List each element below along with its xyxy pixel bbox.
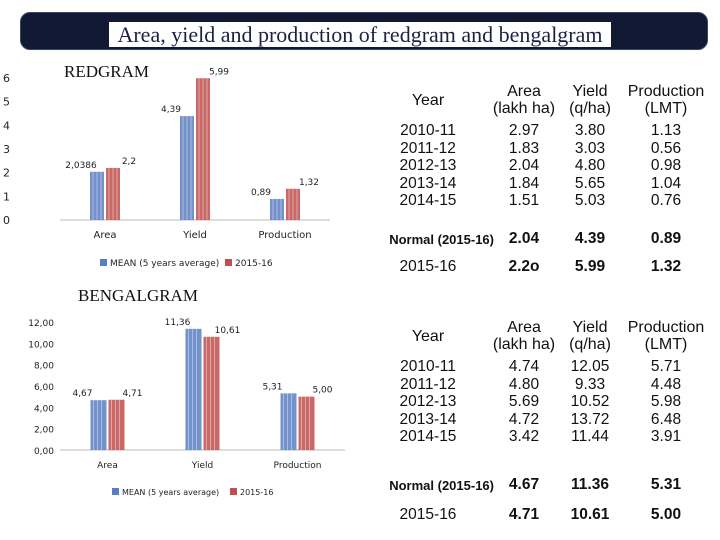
- y-tick-label: 1: [3, 190, 10, 203]
- data-label: 5,00: [312, 386, 332, 396]
- y-tick-label: 3: [3, 143, 10, 156]
- bengalgram-label: BENGALGRAM: [78, 286, 198, 305]
- data-label: 2,2: [122, 157, 136, 167]
- current-production: 5.00: [650, 506, 682, 523]
- current-yield: 5.99: [574, 258, 606, 275]
- data-label: 5,99: [209, 68, 229, 77]
- yield-column: 3.80 3.03 4.80 5.65 5.03: [574, 122, 606, 209]
- y-tick-label: 0: [3, 214, 10, 227]
- col-header-year: Year: [411, 92, 445, 109]
- normal-yield: 11.36: [571, 476, 609, 493]
- data-label: 10,61: [215, 326, 241, 336]
- current-area: 2.2o: [508, 258, 540, 275]
- y-tick-label: 6,00: [34, 383, 54, 393]
- data-label: 11,36: [165, 318, 191, 328]
- y-tick-label: 8,00: [34, 362, 54, 372]
- col-header-production: Production (LMT): [627, 319, 705, 353]
- redgram-table: Year Area (lakh ha) Yield (q/ha) Product…: [360, 82, 720, 282]
- data-label: 5,31: [262, 382, 282, 392]
- data-label: 2,0386: [65, 161, 97, 171]
- normal-production: 5.31: [650, 476, 682, 493]
- bengalgram-chart: 0,00 2,00 4,00 6,00 8,00 10,00 12,00 4,67 4,71 Ar…: [28, 318, 345, 497]
- col-header-area: Area (lakh ha): [492, 83, 556, 117]
- redgram-label: REDGRAM: [64, 62, 150, 81]
- area-column: 2.97 1.83 2.04 1.84 1.51: [508, 122, 540, 209]
- col-header-area: Area (lakh ha): [492, 319, 556, 353]
- current-area: 4.71: [508, 506, 540, 523]
- production-column: 1.13 0.56 0.98 1.04 0.76: [650, 122, 682, 209]
- data-label: 4,67: [72, 389, 92, 399]
- y-tick-label: 6: [3, 72, 10, 85]
- production-column: 5.71 4.48 5.98 6.48 3.91: [650, 358, 682, 445]
- yield-column: 12.05 9.33 10.52 13.72 11.44: [570, 358, 610, 445]
- legend-swatch: [100, 259, 107, 266]
- y-tick-label: 12,00: [28, 319, 54, 329]
- data-label: 1,32: [299, 178, 319, 188]
- normal-row-label: Normal (2015-16): [389, 232, 494, 247]
- bar-mean: [280, 393, 297, 450]
- bar-2015-16: [203, 336, 220, 450]
- bar-2015-16: [108, 399, 125, 450]
- page-title-wrap: Area, yield and production of redgram an…: [0, 22, 720, 48]
- data-label: 4,39: [161, 105, 181, 115]
- current-row-label: 2015-16: [399, 258, 457, 275]
- bar-mean: [90, 400, 107, 450]
- col-header-yield: Yield (q/ha): [569, 83, 611, 117]
- legend-swatch: [225, 259, 232, 266]
- area-column: 4.74 4.80 5.69 4.72 3.42: [508, 358, 540, 445]
- redgram-chart: 0 1 2 3 4 5 6 2,0386 2,2 Area 4,39 5,99 Yield 0,89 1,3…: [3, 68, 330, 269]
- x-tick-label: Area: [97, 461, 118, 471]
- years-column: 2010-11 2011-12 2012-13 2013-14 2014-15: [399, 358, 457, 445]
- x-tick-label: Production: [258, 230, 311, 241]
- bengalgram-table: Year Area (lakh ha) Yield (q/ha) Product…: [360, 318, 720, 528]
- legend-swatch: [230, 488, 237, 495]
- data-label: 4,71: [122, 389, 142, 399]
- y-tick-label: 4: [3, 119, 10, 132]
- page-title: Area, yield and production of redgram an…: [109, 22, 611, 47]
- bar-mean: [185, 328, 202, 450]
- normal-yield: 4.39: [574, 230, 606, 247]
- x-tick-label: Yield: [182, 230, 207, 241]
- years-column: 2010-11 2011-12 2012-13 2013-14 2014-15: [399, 122, 457, 209]
- current-production: 1.32: [650, 258, 682, 275]
- col-header-production: Production (LMT): [627, 83, 705, 117]
- y-tick-label: 10,00: [28, 340, 54, 350]
- legend-label: MEAN (5 years average): [110, 259, 219, 269]
- x-tick-label: Production: [274, 461, 322, 471]
- y-tick-label: 2,00: [34, 426, 54, 436]
- y-tick-label: 0,00: [34, 447, 54, 457]
- bar-2015-16: [298, 396, 315, 450]
- col-header-year: Year: [411, 328, 445, 345]
- normal-area: 2.04: [508, 230, 540, 247]
- legend-label: MEAN (5 years average): [122, 488, 219, 497]
- data-label: 0,89: [251, 188, 271, 198]
- y-tick-label: 4,00: [34, 404, 54, 414]
- current-yield: 10.61: [570, 506, 610, 523]
- normal-production: 0.89: [650, 230, 682, 247]
- legend-label: 2015-16: [240, 488, 273, 497]
- x-tick-label: Yield: [191, 461, 213, 471]
- normal-row-label: Normal (2015-16): [389, 478, 494, 493]
- x-tick-label: Area: [93, 230, 116, 241]
- normal-area: 4.67: [508, 476, 540, 493]
- current-row-label: 2015-16: [399, 506, 457, 523]
- legend-swatch: [112, 488, 119, 495]
- y-tick-label: 2: [3, 167, 10, 180]
- legend-label: 2015-16: [235, 259, 273, 269]
- y-tick-label: 5: [3, 96, 10, 109]
- col-header-yield: Yield (q/ha): [569, 319, 611, 353]
